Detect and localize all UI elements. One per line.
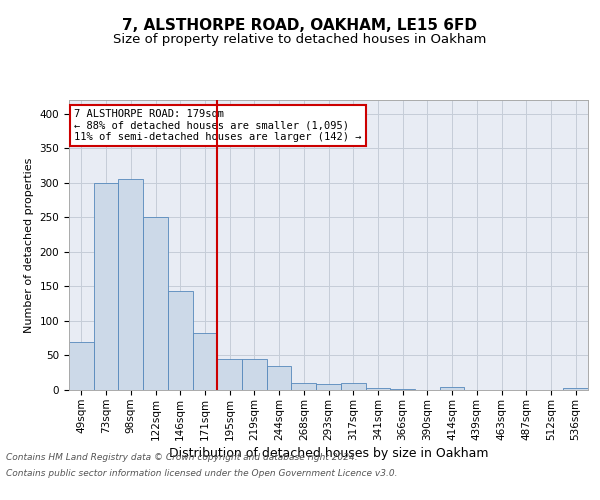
Bar [341,383,365,390]
Bar [143,218,168,390]
Y-axis label: Number of detached properties: Number of detached properties [24,158,34,332]
Bar [440,386,464,390]
Bar [217,359,242,390]
Bar [267,366,292,390]
Text: 7 ALSTHORPE ROAD: 179sqm
← 88% of detached houses are smaller (1,095)
11% of sem: 7 ALSTHORPE ROAD: 179sqm ← 88% of detach… [74,108,362,142]
Bar [94,183,118,390]
Text: Size of property relative to detached houses in Oakham: Size of property relative to detached ho… [113,32,487,46]
Bar [365,388,390,390]
X-axis label: Distribution of detached houses by size in Oakham: Distribution of detached houses by size … [169,446,488,460]
Bar [168,292,193,390]
Text: Contains HM Land Registry data © Crown copyright and database right 2024.: Contains HM Land Registry data © Crown c… [6,454,358,462]
Text: Contains public sector information licensed under the Open Government Licence v3: Contains public sector information licen… [6,468,398,477]
Bar [69,342,94,390]
Bar [118,180,143,390]
Bar [316,384,341,390]
Bar [292,383,316,390]
Text: 7, ALSTHORPE ROAD, OAKHAM, LE15 6FD: 7, ALSTHORPE ROAD, OAKHAM, LE15 6FD [122,18,478,32]
Bar [193,332,217,390]
Bar [242,359,267,390]
Bar [563,388,588,390]
